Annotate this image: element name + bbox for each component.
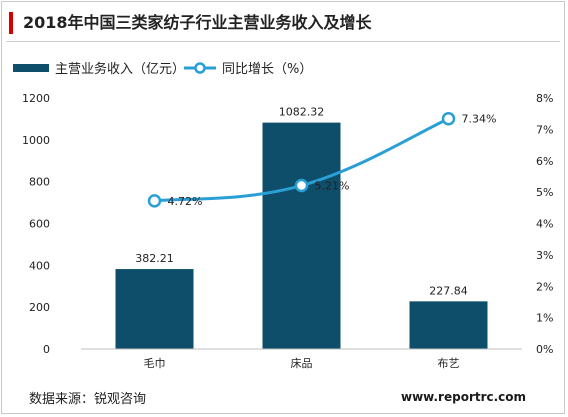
left-axis-tick-label: 400 xyxy=(29,259,50,272)
right-axis-tick-label: 6% xyxy=(536,155,553,168)
legend-line-marker xyxy=(194,62,206,74)
growth-line-series: 4.72% 5.21% 7.34% xyxy=(147,111,497,208)
right-axis-tick-label: 4% xyxy=(536,218,553,231)
left-y-axis: 0 200 400 600 800 1000 1200 xyxy=(22,92,50,356)
growth-point xyxy=(294,178,309,193)
right-axis-tick-label: 2% xyxy=(536,280,553,293)
growth-point xyxy=(147,194,162,208)
bar-value-label: 227.84 xyxy=(429,284,468,297)
title-accent-bar xyxy=(9,12,13,34)
bar-value-label: 382.21 xyxy=(135,252,174,265)
title-divider xyxy=(6,41,560,42)
bar xyxy=(262,122,341,349)
left-axis-tick-label: 1200 xyxy=(22,92,50,105)
legend-bar-label: 主营业务收入（亿元） xyxy=(55,61,185,77)
right-axis-tick-label: 0% xyxy=(536,343,553,356)
left-axis-tick-label: 600 xyxy=(29,218,50,231)
right-axis-tick-label: 5% xyxy=(536,186,553,199)
growth-value-label: 5.21% xyxy=(315,180,350,193)
x-axis-labels: 毛巾 床品 布艺 xyxy=(144,356,460,370)
left-axis-tick-label: 0 xyxy=(43,343,50,356)
growth-value-label: 4.72% xyxy=(168,195,203,208)
legend: 主营业务收入（亿元） 同比增长（%） xyxy=(13,61,312,77)
bar-series: 382.21 1082.32 227.84 xyxy=(115,106,488,349)
bar xyxy=(115,269,194,349)
left-axis-tick-label: 200 xyxy=(29,301,50,314)
x-axis-category-label: 毛巾 xyxy=(144,356,166,370)
right-axis-tick-label: 7% xyxy=(536,123,553,136)
x-axis-category-label: 布艺 xyxy=(438,357,460,370)
source-note: 数据来源：锐观咨询 xyxy=(29,392,147,407)
right-y-axis: 0% 1% 2% 3% 4% 5% 6% 7% 8% xyxy=(536,92,553,356)
website-watermark: www.reportrc.com xyxy=(401,390,527,404)
chart-title: 2018年中国三类家纺子行业主营业务收入及增长 xyxy=(23,13,372,32)
x-axis-category-label: 床品 xyxy=(291,356,313,370)
left-axis-tick-label: 800 xyxy=(29,176,50,189)
left-axis-tick-label: 1000 xyxy=(22,134,50,147)
bar xyxy=(409,301,488,349)
right-axis-tick-label: 8% xyxy=(536,92,553,105)
right-axis-tick-label: 3% xyxy=(536,249,553,262)
growth-value-label: 7.34% xyxy=(462,113,497,126)
legend-bar-swatch xyxy=(13,64,49,72)
bar-value-label: 1082.32 xyxy=(279,106,325,119)
legend-line-label: 同比增长（%） xyxy=(222,62,312,77)
growth-point xyxy=(441,111,456,126)
right-axis-tick-label: 1% xyxy=(536,312,553,325)
